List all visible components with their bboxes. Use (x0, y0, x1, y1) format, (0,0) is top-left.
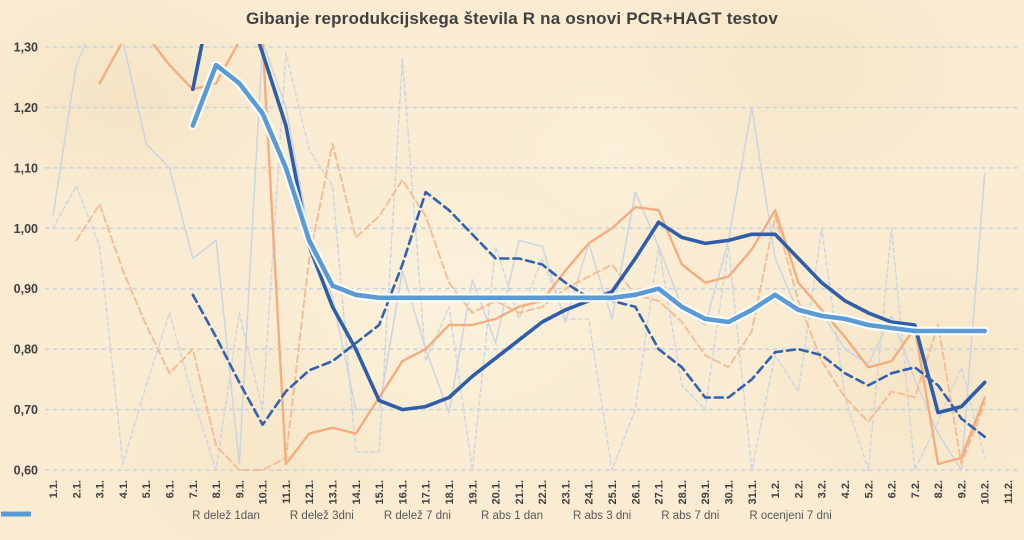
x-axis-label: 7.2. (910, 480, 922, 498)
legend-label: R delež 1dan (192, 510, 260, 522)
x-axis-label: 5.1. (141, 480, 153, 498)
x-axis-label: 13.1. (328, 480, 340, 504)
x-axis-label: 19.1. (467, 480, 479, 504)
x-axis-label: 2.2. (793, 480, 805, 498)
gridlines (45, 46, 1018, 471)
x-axis-label: 7.1. (188, 480, 200, 498)
x-axis-label: 4.2. (840, 480, 852, 498)
legend-label: R abs 7 dni (661, 510, 720, 522)
x-axis-label: 21.1. (514, 480, 526, 504)
x-axis-label: 5.2. (863, 480, 875, 498)
legend-item-r-delež-1dan: R delež 1dan (1, 510, 260, 522)
y-axis-label: 1,00 (14, 222, 38, 236)
x-axis-label: 12.1. (304, 480, 316, 504)
y-axis-labels: 1,30 1,20 1,10 1,00 0,90 0,80 0,70 0,60 (14, 41, 38, 478)
x-axis-label: 15.1. (374, 480, 386, 504)
series-line-r-delež-3dni (75, 142, 986, 471)
x-axis-label: 17.1. (421, 480, 433, 504)
series-line-r-abs-7-dni (191, 44, 987, 415)
x-axis-label: 11.1. (281, 480, 293, 504)
x-axis-label: 16.1. (397, 480, 409, 504)
x-axis-label: 3.1. (95, 480, 107, 498)
y-axis-label: 0,90 (14, 282, 38, 296)
y-axis-label: 0,60 (14, 464, 38, 478)
series-line-r-delež-1dan (52, 52, 986, 471)
x-axis-label: 25.1. (607, 480, 619, 504)
x-axis-label: 10.1. (258, 480, 270, 504)
x-axis-label: 14.1. (351, 480, 363, 504)
x-axis-label: 9.1. (234, 480, 246, 498)
y-axis-label: 0,80 (14, 343, 38, 357)
legend-item-r-delež-3dni: R delež 3dni (1, 510, 354, 522)
series-line-r-ocenjeni-7-dni (190, 62, 987, 334)
x-axis-label: 27.1. (654, 480, 666, 504)
x-axis-label: 6.2. (887, 480, 899, 498)
x-axis-label: 4.1. (118, 480, 130, 498)
x-axis-labels: 1.1. 2.1. 3.1. 4.1. 5.1. 6.1. 7.1. 8.1. 9.1. 10.1… (48, 480, 1015, 504)
x-axis-label: 29.1. (700, 480, 712, 504)
x-axis-label: 9.2. (956, 480, 968, 498)
x-axis-label: 22.1. (537, 480, 549, 504)
y-axis-label: 1,10 (14, 161, 38, 175)
series-line-r-abs-1-dan (52, 44, 986, 471)
chart-title: Gibanje reprodukcijskega števila R na os… (245, 9, 779, 28)
legend-item-r-delež-7-dni: R delež 7 dni (1, 510, 451, 522)
x-axis-label: 30.1. (723, 480, 735, 504)
x-axis-label: 23.1. (560, 480, 572, 504)
x-axis-label: 8.1. (211, 480, 223, 498)
x-axis-label: 6.1. (164, 480, 176, 498)
legend-item-r-abs-3-dni: R abs 3 dni (1, 510, 632, 522)
legend-label: R delež 7 dni (383, 510, 451, 522)
y-axis-label: 0,70 (14, 403, 38, 417)
x-axis-label: 10.2. (980, 480, 992, 504)
legend-label: R ocenjeni 7 dni (749, 510, 832, 522)
legend-item-r-ocenjeni-7-dni: R ocenjeni 7 dni (1, 510, 832, 522)
x-axis-label: 1.1. (48, 480, 60, 498)
x-axis-label: 11.2. (1003, 480, 1015, 504)
x-axis-label: 20.1. (491, 480, 503, 504)
x-axis-label: 2.1. (71, 480, 83, 498)
x-axis-label: 24.1. (584, 480, 596, 504)
x-axis-label: 26.1. (630, 480, 642, 504)
chart-legend: R delež 1dan R delež 3dni R delež 7 dni R a… (0, 510, 1024, 522)
legend-line-sample-r-ocenjeni-7-dni (1, 511, 31, 517)
x-axis-label: 1.2. (770, 480, 782, 498)
legend-label: R delež 3dni (289, 510, 354, 522)
x-axis-label: 8.2. (933, 480, 945, 498)
x-axis-label: 28.1. (677, 480, 689, 504)
series-lines (52, 44, 990, 471)
y-axis-label: 1,20 (14, 101, 38, 115)
x-axis-label: 3.2. (817, 480, 829, 498)
legend-label: R abs 3 dni (573, 510, 632, 522)
series-halo-r-ocenjeni-7-dni (188, 60, 990, 336)
legend-label: R abs 1 dan (480, 510, 543, 522)
x-axis-label: 31.1. (747, 480, 759, 504)
legend-item-r-abs-7-dni: R abs 7 dni (1, 510, 720, 522)
y-axis-label: 1,30 (14, 41, 38, 55)
legend-item-r-abs-1-dan: R abs 1 dan (1, 510, 543, 522)
x-axis-label: 18.1. (444, 480, 456, 504)
